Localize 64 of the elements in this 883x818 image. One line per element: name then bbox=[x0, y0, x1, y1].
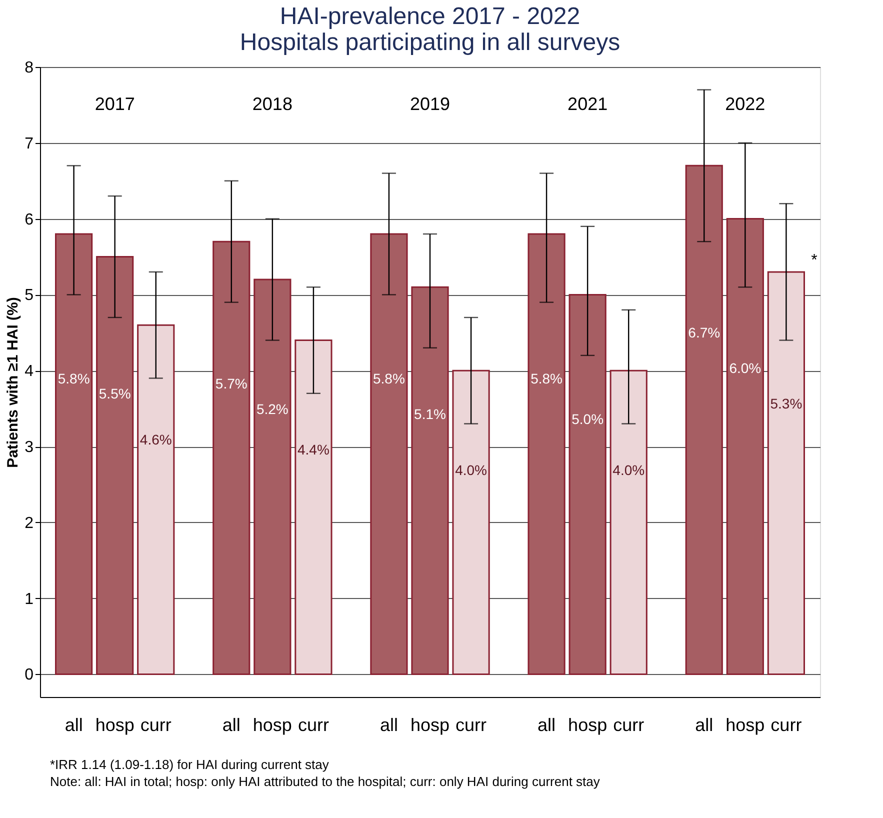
y-axis-title: Patients with ≥1 HAI (%) bbox=[4, 297, 22, 468]
text: hosp bbox=[252, 715, 292, 735]
text: Note: all: HAI in total; hosp: only HAI attributed to the hospital; curr: only HAI during current stay bbox=[50, 774, 600, 789]
text: all bbox=[538, 715, 556, 735]
data-label: 5.7% bbox=[215, 375, 248, 392]
text: all bbox=[64, 715, 83, 735]
text: hosp bbox=[95, 715, 134, 735]
y-tick-label: 0 bbox=[24, 666, 34, 684]
y-tick-label: 5 bbox=[24, 287, 34, 304]
data-label: 4.4% bbox=[298, 441, 330, 458]
bar bbox=[726, 218, 764, 675]
data-label: 4.6% bbox=[140, 431, 172, 448]
text: all bbox=[380, 715, 398, 735]
bar bbox=[370, 233, 408, 675]
data-label: 5.2% bbox=[256, 400, 288, 417]
bar bbox=[254, 278, 292, 675]
text: curr bbox=[770, 715, 802, 735]
text: *IRR 1.14 (1.09-1.18) for HAI during current stay bbox=[50, 757, 330, 772]
data-label: 5.5% bbox=[98, 386, 131, 402]
bar bbox=[528, 233, 566, 675]
text: all bbox=[222, 715, 240, 735]
bar bbox=[212, 240, 250, 675]
x-tick-label: 2021 bbox=[568, 94, 608, 114]
text: all bbox=[695, 715, 714, 735]
data-label: 6.0% bbox=[729, 360, 762, 376]
data-label: 5.0% bbox=[572, 410, 604, 427]
y-tick-label: 1 bbox=[24, 590, 34, 608]
y-tick-label: 2 bbox=[24, 514, 34, 532]
data-label: 4.0% bbox=[612, 462, 645, 478]
bar bbox=[294, 340, 332, 675]
data-label: 5.1% bbox=[414, 406, 446, 422]
data-label: 5.8% bbox=[373, 370, 405, 386]
y-tick-label: 8 bbox=[24, 60, 34, 76]
data-label: 5.8% bbox=[530, 370, 562, 386]
bar bbox=[137, 324, 175, 675]
annotation: * bbox=[811, 252, 818, 269]
x-tick-label: 2018 bbox=[252, 94, 292, 114]
text: curr bbox=[613, 715, 644, 735]
x-tick-label: 2017 bbox=[94, 94, 135, 114]
bar bbox=[452, 370, 490, 675]
text: hosp bbox=[410, 715, 450, 735]
x-tick-label: 2022 bbox=[725, 94, 766, 114]
bar bbox=[411, 286, 449, 675]
data-label: 6.7% bbox=[688, 324, 720, 340]
text: curr bbox=[298, 715, 329, 735]
text: curr bbox=[140, 715, 172, 735]
y-tick-label: 4 bbox=[24, 363, 34, 380]
bar bbox=[685, 164, 723, 675]
x-tick-label: 2019 bbox=[410, 94, 450, 114]
y-tick-label: 7 bbox=[24, 135, 34, 152]
chart-title: HAI-prevalence 2017 - 2022 Hospitals participating in all surveys bbox=[240, 3, 620, 56]
bar bbox=[55, 233, 93, 675]
text: hosp bbox=[568, 715, 608, 735]
data-label: 5.3% bbox=[770, 396, 802, 412]
data-label: 5.8% bbox=[58, 370, 90, 386]
data-label: 4.0% bbox=[455, 462, 487, 478]
text: hosp bbox=[726, 715, 765, 735]
bar bbox=[568, 294, 606, 675]
y-tick-label: 6 bbox=[24, 211, 34, 228]
text: curr bbox=[456, 715, 487, 735]
y-tick-label: 3 bbox=[24, 439, 34, 456]
bar bbox=[610, 370, 648, 675]
bar bbox=[96, 256, 134, 675]
bar bbox=[767, 271, 805, 675]
